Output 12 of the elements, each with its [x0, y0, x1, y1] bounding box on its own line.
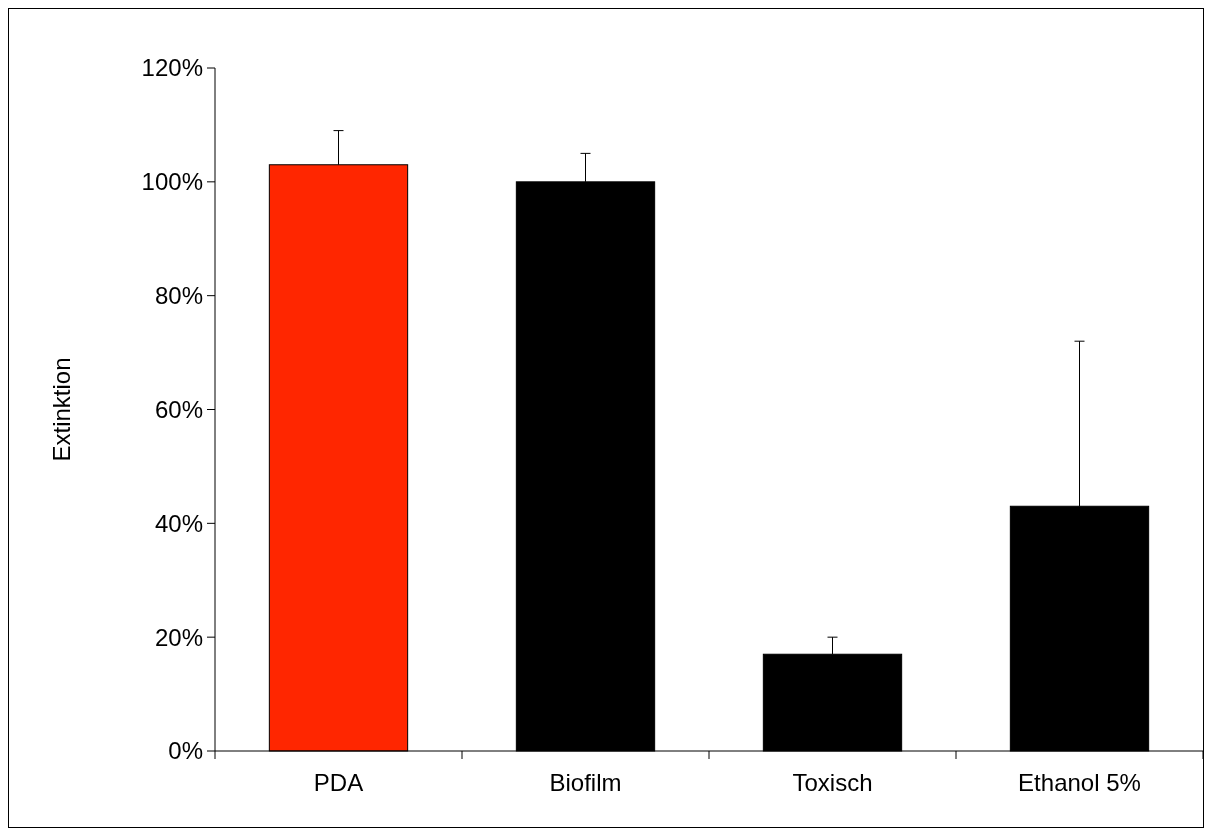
y-tick-label: 40% [154, 509, 203, 537]
y-tick-label: 20% [154, 623, 203, 651]
x-tick-label: Toxisch [792, 769, 873, 796]
y-tick-label: 120% [141, 54, 203, 82]
x-tick-label: PDA [313, 769, 364, 796]
x-tick-label: Ethanol 5% [1018, 769, 1141, 796]
y-tick-label: 60% [154, 395, 203, 423]
y-tick-label: 0% [168, 737, 203, 765]
y-tick-label: 100% [141, 168, 203, 196]
y-tick-label: 80% [154, 282, 203, 310]
x-tick-label: Biofilm [549, 769, 622, 796]
y-axis-title: Extinktion [48, 357, 75, 462]
